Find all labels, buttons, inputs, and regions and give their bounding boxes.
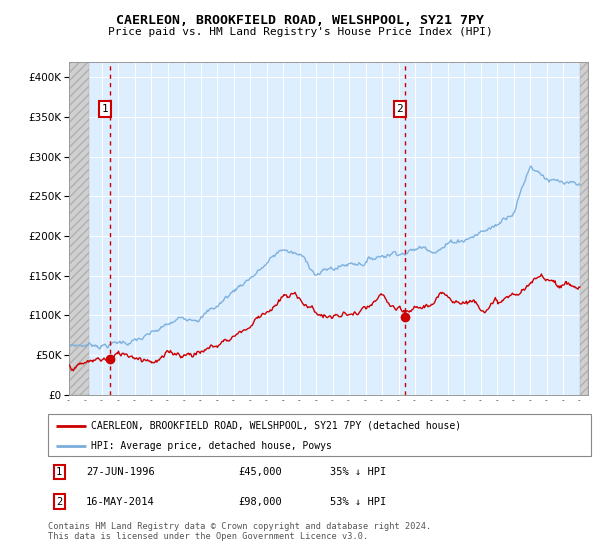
Text: 2022: 2022 [526, 420, 535, 442]
Text: 2: 2 [56, 497, 62, 507]
Text: 2019: 2019 [476, 420, 485, 442]
Text: 2009: 2009 [311, 420, 320, 442]
Text: 1995: 1995 [81, 420, 90, 442]
Text: 2013: 2013 [377, 420, 386, 442]
Text: 1: 1 [56, 467, 62, 477]
Text: CAERLEON, BROOKFIELD ROAD, WELSHPOOL, SY21 7PY (detached house): CAERLEON, BROOKFIELD ROAD, WELSHPOOL, SY… [91, 421, 461, 431]
Text: 2004: 2004 [229, 420, 238, 442]
Text: 2000: 2000 [163, 420, 172, 442]
Text: 53% ↓ HPI: 53% ↓ HPI [331, 497, 386, 507]
Text: 2016: 2016 [427, 420, 436, 442]
Text: 2008: 2008 [295, 420, 304, 442]
Text: CAERLEON, BROOKFIELD ROAD, WELSHPOOL, SY21 7PY: CAERLEON, BROOKFIELD ROAD, WELSHPOOL, SY… [116, 14, 484, 27]
Text: 2005: 2005 [246, 420, 255, 442]
Text: Price paid vs. HM Land Registry's House Price Index (HPI): Price paid vs. HM Land Registry's House … [107, 27, 493, 37]
Text: 2025: 2025 [575, 420, 584, 442]
Text: 1994: 1994 [65, 420, 74, 442]
Text: 27-JUN-1996: 27-JUN-1996 [86, 467, 155, 477]
Text: 1: 1 [102, 104, 109, 114]
Text: 1996: 1996 [97, 420, 106, 442]
Text: 2020: 2020 [493, 420, 502, 442]
Text: 2018: 2018 [460, 420, 469, 442]
Text: 2: 2 [397, 104, 403, 114]
Text: 2014: 2014 [394, 420, 403, 442]
Text: 2010: 2010 [328, 420, 337, 442]
Text: 2003: 2003 [213, 420, 222, 442]
Text: 2024: 2024 [559, 420, 568, 442]
Text: 2006: 2006 [262, 420, 271, 442]
Text: 2007: 2007 [278, 420, 287, 442]
Text: £98,000: £98,000 [238, 497, 282, 507]
Text: 2011: 2011 [344, 420, 353, 442]
Text: 2017: 2017 [443, 420, 452, 442]
Text: HPI: Average price, detached house, Powys: HPI: Average price, detached house, Powy… [91, 441, 332, 451]
Text: 1997: 1997 [114, 420, 123, 442]
Text: 2012: 2012 [361, 420, 370, 442]
Text: £45,000: £45,000 [238, 467, 282, 477]
Text: 2015: 2015 [410, 420, 419, 442]
Text: 1999: 1999 [147, 420, 156, 442]
Text: 2002: 2002 [196, 420, 205, 442]
FancyBboxPatch shape [48, 414, 591, 456]
Text: 1998: 1998 [130, 420, 139, 442]
Text: 2021: 2021 [509, 420, 518, 442]
Text: 16-MAY-2014: 16-MAY-2014 [86, 497, 155, 507]
Text: 2001: 2001 [180, 420, 189, 442]
Text: 2023: 2023 [542, 420, 551, 442]
Text: 35% ↓ HPI: 35% ↓ HPI [331, 467, 386, 477]
Text: Contains HM Land Registry data © Crown copyright and database right 2024.
This d: Contains HM Land Registry data © Crown c… [48, 522, 431, 542]
